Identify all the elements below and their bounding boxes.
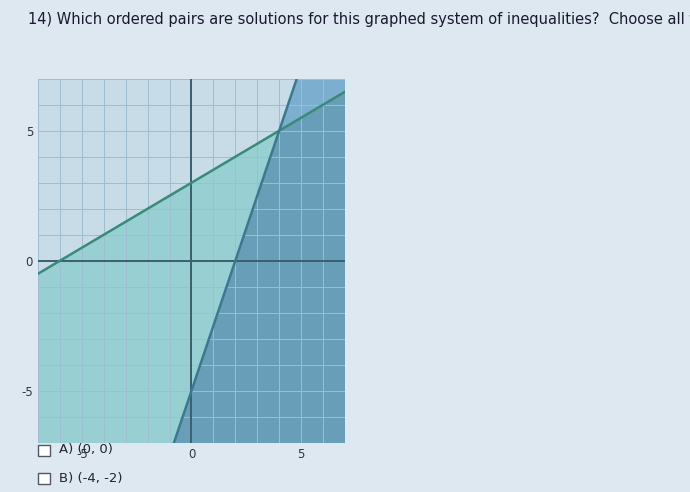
Text: 14) Which ordered pairs are solutions for this graphed system of inequalities?  : 14) Which ordered pairs are solutions fo…	[28, 12, 690, 27]
Text: B) (-4, -2): B) (-4, -2)	[59, 472, 122, 485]
Text: A) (0, 0): A) (0, 0)	[59, 443, 112, 456]
